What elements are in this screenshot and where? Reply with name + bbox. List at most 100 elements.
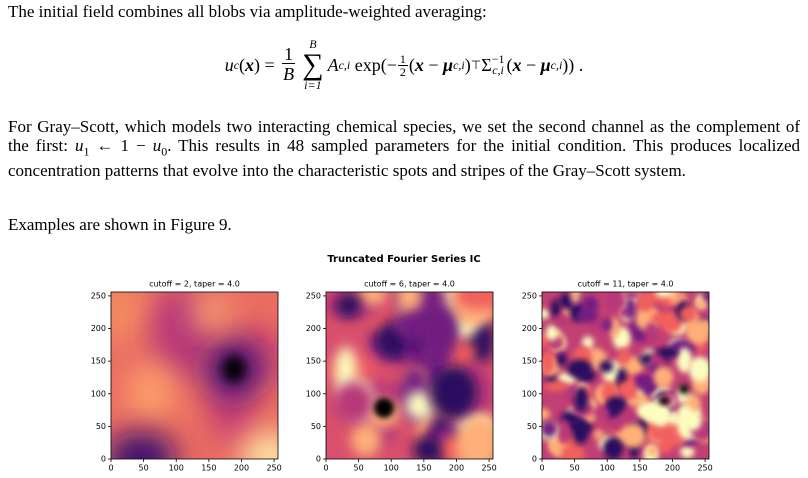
heatmap xyxy=(111,292,278,459)
heat-blob xyxy=(333,381,374,424)
heat-blob xyxy=(556,352,567,367)
x-tick-label: 200 xyxy=(665,464,680,473)
heat-blob xyxy=(625,297,636,320)
heat-blob xyxy=(582,336,594,350)
heat-blob xyxy=(603,437,624,459)
heat-blob xyxy=(637,294,654,312)
heat-blob xyxy=(606,396,627,413)
heat-blob xyxy=(542,349,555,375)
heat-blob xyxy=(111,432,176,459)
eq-part: μ xyxy=(540,54,551,75)
heat-blob xyxy=(550,299,561,319)
eq-part: . xyxy=(578,54,584,75)
math: ← 1 − xyxy=(89,136,153,155)
heat-blob xyxy=(554,315,568,326)
heat-blob xyxy=(657,347,679,359)
heat-blob xyxy=(592,407,610,418)
heat-blob xyxy=(644,322,659,344)
heat-blob xyxy=(570,292,581,304)
heat-blob xyxy=(241,432,278,459)
heat-blob xyxy=(622,292,641,300)
heat-blob xyxy=(617,367,627,386)
heat-blob xyxy=(617,382,638,400)
eq-part: ∑ xyxy=(302,48,324,81)
heat-blob xyxy=(601,381,618,401)
heat-blob xyxy=(558,426,573,442)
heat-blob xyxy=(419,303,458,362)
heat-blob xyxy=(453,292,493,310)
y-tick-label: 100 xyxy=(91,389,106,398)
x-tick-label: 150 xyxy=(416,464,431,473)
heat-blob xyxy=(404,390,436,421)
heat-blob xyxy=(561,444,585,459)
eq-part: x xyxy=(414,54,424,75)
x-tick-label: 0 xyxy=(539,464,544,473)
eq-part: 1 xyxy=(282,44,296,64)
heat-blob xyxy=(335,293,362,318)
eq-part: A xyxy=(327,54,339,75)
x-tick-label: 50 xyxy=(354,464,364,473)
y-tick-label: 150 xyxy=(522,357,537,366)
eq-part: (− xyxy=(380,54,397,75)
heat-blob xyxy=(648,405,672,427)
heat-blob xyxy=(572,419,589,445)
math: 1 xyxy=(83,144,90,159)
x-tick-label: 250 xyxy=(697,464,712,473)
heat-blob xyxy=(542,421,558,437)
y-tick-label: 200 xyxy=(522,324,537,333)
heat-blob xyxy=(650,312,675,325)
heat-blob xyxy=(647,445,658,457)
y-tick-label: 50 xyxy=(96,422,106,431)
x-tick-label: 150 xyxy=(201,464,216,473)
heat-blob xyxy=(543,381,568,392)
axes-frame xyxy=(541,291,710,460)
heat-blob xyxy=(111,292,151,342)
eq-part: c xyxy=(233,57,240,72)
examples-text: Examples are shown in Figure 9. xyxy=(8,215,232,234)
eq-part: i=1 xyxy=(304,78,322,92)
heat-blob xyxy=(542,309,551,319)
heat-blob xyxy=(679,384,689,394)
heat-blob xyxy=(676,347,693,373)
heat-blob xyxy=(700,319,709,333)
x-tick-label: 0 xyxy=(108,464,113,473)
heat-blob xyxy=(574,386,589,412)
heat-blob xyxy=(654,292,673,298)
eq-part: −1 xyxy=(491,52,505,66)
heat-blob xyxy=(356,292,388,306)
panel-title: cutoff = 2, taper = 4.0 xyxy=(149,280,240,289)
heat-blob xyxy=(412,436,442,459)
heat-blob xyxy=(659,397,669,405)
x-tick-label: 100 xyxy=(600,464,615,473)
heatmap xyxy=(542,292,709,459)
eq-part: 2 xyxy=(399,64,406,79)
heat-blob xyxy=(680,445,695,459)
x-tick-label: 250 xyxy=(266,464,281,473)
heat-blob xyxy=(679,306,697,322)
y-tick-label: 200 xyxy=(306,324,321,333)
heat-blob xyxy=(695,299,708,310)
heat-blob xyxy=(688,356,709,382)
x-tick-label: 50 xyxy=(139,464,149,473)
paragraph: For Gray–Scott, which models two interac… xyxy=(8,117,800,180)
x-tick-label: 0 xyxy=(323,464,328,473)
y-tick-label: 250 xyxy=(91,291,106,300)
heat-blob xyxy=(602,318,613,332)
x-tick-label: 250 xyxy=(481,464,496,473)
y-tick-label: 100 xyxy=(522,389,537,398)
eq-part: ) xyxy=(464,54,471,75)
heat-blob xyxy=(374,398,394,418)
heat-blob xyxy=(455,415,493,459)
heat-blob xyxy=(576,308,599,323)
math: 0 xyxy=(161,144,168,159)
eq-part: Σ xyxy=(481,54,492,75)
heat-blob xyxy=(126,362,176,422)
intro-text: The initial field combines all blobs via… xyxy=(8,2,487,21)
math: u xyxy=(152,136,162,155)
eq-part: 1 xyxy=(397,51,408,66)
eq-part: c,i xyxy=(338,57,351,72)
y-tick-label: 150 xyxy=(91,357,106,366)
heat-blob xyxy=(604,292,624,311)
x-tick-label: 200 xyxy=(449,464,464,473)
